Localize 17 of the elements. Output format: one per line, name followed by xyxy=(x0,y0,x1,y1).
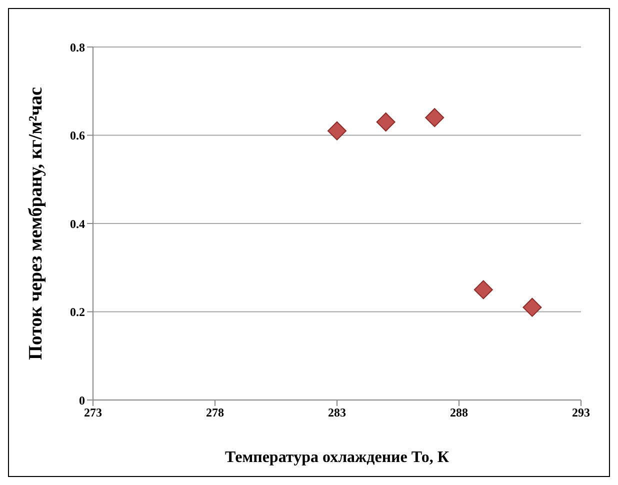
point xyxy=(474,280,493,300)
y-tick-label: 0 xyxy=(79,393,85,408)
y-tick-label: 0.4 xyxy=(70,216,85,231)
x-tick-label: 288 xyxy=(450,406,468,420)
x-tick-label: 278 xyxy=(206,406,224,420)
y-tick-label: 0.8 xyxy=(70,40,85,54)
point xyxy=(376,112,396,132)
x-tick-label: 283 xyxy=(328,406,346,420)
y-tick-label: 0.6 xyxy=(70,128,85,143)
point xyxy=(328,121,346,140)
x-axis-title: Температура охлаждение То, К xyxy=(225,449,450,466)
x-tick-label: 293 xyxy=(572,406,590,420)
x-tick-label: 273 xyxy=(84,406,102,420)
point xyxy=(522,298,542,317)
y-tick-label: 0.2 xyxy=(70,305,85,320)
point xyxy=(425,108,444,128)
y-axis-title: Поток через мембрану, кг/м²час xyxy=(26,87,47,360)
